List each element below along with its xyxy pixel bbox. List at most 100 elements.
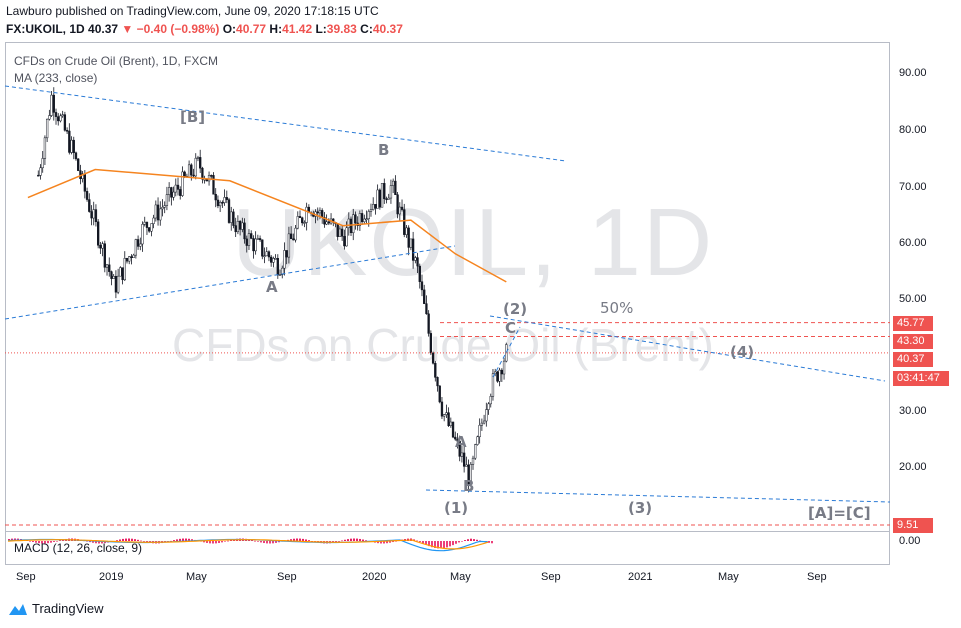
candle-body bbox=[465, 464, 468, 467]
candle-body bbox=[68, 130, 71, 153]
macd-histogram-bar bbox=[452, 541, 454, 546]
candle-body bbox=[272, 258, 275, 263]
trend-line bbox=[4, 85, 567, 162]
candle-body bbox=[108, 264, 111, 272]
chart-frame[interactable] bbox=[5, 42, 890, 565]
macd-histogram-bar bbox=[92, 541, 94, 543]
wave-label-4: (4) bbox=[730, 343, 755, 361]
pane-separator[interactable] bbox=[5, 531, 890, 532]
candle-body bbox=[287, 233, 291, 258]
price-tick: 50.00 bbox=[899, 293, 927, 305]
candle-body bbox=[61, 114, 64, 117]
candle-body bbox=[176, 184, 180, 190]
level-badge: 43.30 bbox=[893, 334, 933, 349]
tradingview-logo[interactable]: TradingView bbox=[8, 601, 104, 616]
macd-histogram-bar bbox=[443, 541, 445, 549]
candle-body bbox=[440, 401, 444, 417]
candle-body bbox=[37, 174, 40, 177]
macd-histogram-bar bbox=[377, 541, 379, 544]
candle-body bbox=[159, 208, 162, 221]
candle-body bbox=[48, 115, 51, 120]
candle-body bbox=[467, 464, 470, 485]
macd-histogram-bar bbox=[296, 538, 298, 541]
candle-body bbox=[139, 243, 142, 247]
candle-body bbox=[398, 206, 401, 215]
candle-body bbox=[383, 183, 386, 200]
candle-body bbox=[45, 118, 49, 139]
macd-histogram-bar bbox=[302, 538, 304, 541]
candle-body bbox=[389, 185, 393, 199]
candle-body bbox=[194, 157, 197, 177]
candle-body bbox=[425, 303, 428, 315]
macd-histogram-bar bbox=[356, 538, 358, 541]
macd-histogram-bar bbox=[191, 539, 193, 541]
macd-histogram-bar bbox=[359, 538, 361, 541]
description-watermark: CFDs on Crude Oil (Brent) bbox=[172, 319, 714, 371]
macd-histogram-bar bbox=[305, 539, 307, 541]
candle-body bbox=[167, 187, 171, 195]
macd-histogram-bar bbox=[29, 541, 31, 542]
macd-histogram-bar bbox=[227, 540, 229, 542]
macd-histogram-bar bbox=[467, 539, 469, 541]
candle-body bbox=[39, 167, 42, 176]
candle-body bbox=[236, 220, 240, 233]
time-tick: Sep bbox=[277, 571, 297, 583]
macd-histogram-bar bbox=[257, 541, 259, 542]
macd-histogram-bar bbox=[338, 541, 340, 542]
candle-body bbox=[416, 257, 419, 267]
macd-histogram-bar bbox=[476, 539, 478, 541]
candle-body bbox=[105, 264, 109, 268]
candle-body bbox=[243, 222, 246, 240]
macd-histogram-bar bbox=[134, 539, 136, 541]
candle-body bbox=[136, 239, 140, 247]
macd-histogram-bar bbox=[461, 541, 463, 542]
macd-legend[interactable]: MACD (12, 26, close, 9) bbox=[14, 541, 143, 555]
macd-histogram-bar bbox=[380, 541, 382, 544]
candle-body bbox=[196, 157, 200, 159]
candle-body bbox=[469, 464, 472, 485]
candle-body bbox=[443, 414, 446, 417]
candle-body bbox=[234, 225, 237, 233]
candle-body bbox=[225, 197, 228, 200]
candle-body bbox=[52, 94, 55, 113]
candle-body bbox=[123, 258, 126, 281]
candle-body bbox=[447, 412, 450, 427]
macd-histogram-bar bbox=[176, 539, 178, 541]
ma-legend[interactable]: MA (233, close) bbox=[14, 71, 98, 85]
macd-histogram-bar bbox=[419, 541, 421, 542]
macd-histogram-bar bbox=[347, 539, 349, 541]
candle-body bbox=[500, 369, 503, 375]
candle-body bbox=[41, 158, 44, 169]
candle-body bbox=[445, 412, 448, 415]
price-tick: 20.00 bbox=[899, 461, 927, 473]
low-label: L: bbox=[315, 22, 327, 36]
candle-body bbox=[130, 256, 133, 258]
price-tick: 70.00 bbox=[899, 181, 927, 193]
macd-histogram-bar bbox=[221, 541, 223, 543]
level-badge: 45.77 bbox=[893, 316, 933, 331]
macd-histogram-bar bbox=[425, 541, 427, 545]
wave-label-1: (1) bbox=[444, 499, 469, 517]
time-tick: May bbox=[718, 571, 739, 583]
candle-body bbox=[72, 139, 75, 154]
macd-histogram-bar bbox=[428, 541, 430, 547]
candle-body bbox=[423, 289, 426, 304]
candle-body bbox=[367, 211, 370, 220]
candle-body bbox=[148, 227, 151, 232]
candle-body bbox=[172, 191, 175, 198]
trend-lines bbox=[4, 85, 891, 503]
macd-histogram-bar bbox=[128, 538, 130, 541]
macd-histogram-bar bbox=[95, 541, 97, 544]
macd-histogram-bar bbox=[260, 541, 262, 543]
candle-body bbox=[128, 256, 131, 262]
symbol-name[interactable]: FX:UKOIL, 1D bbox=[6, 22, 85, 36]
series-legend[interactable]: CFDs on Crude Oil (Brent), 1D, FXCM bbox=[14, 54, 219, 68]
macd-histogram-bar bbox=[188, 538, 190, 541]
candle-body bbox=[454, 436, 457, 440]
macd-histogram-bar bbox=[470, 538, 472, 541]
candle-body bbox=[458, 440, 461, 457]
candle-body bbox=[192, 174, 195, 177]
candle-body bbox=[245, 238, 248, 246]
candle-body bbox=[65, 130, 69, 132]
